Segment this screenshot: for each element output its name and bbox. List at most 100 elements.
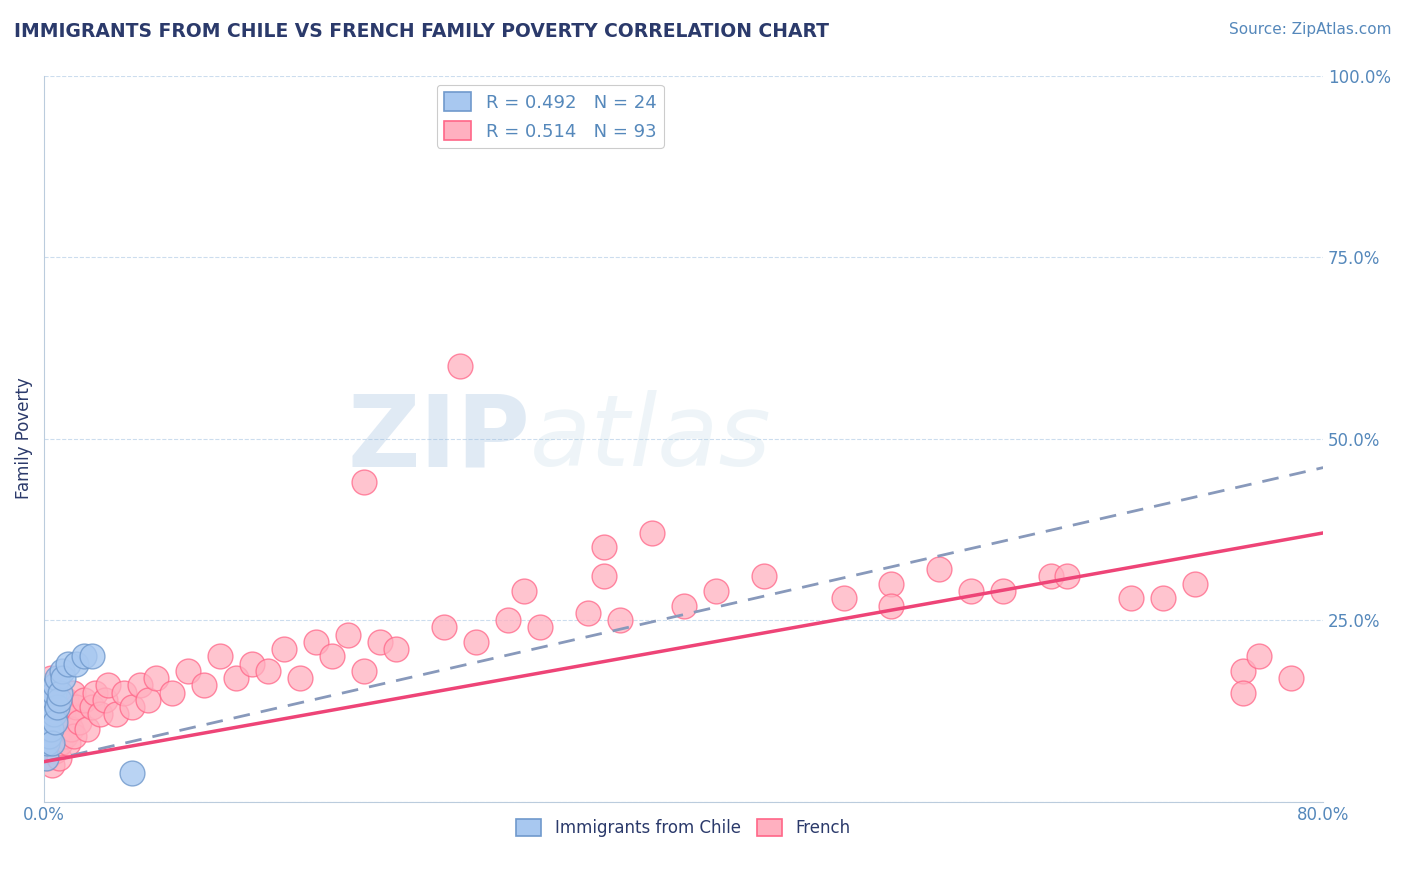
Point (42, 686, 65, 700)
Point (48, 693, 70, 707)
Point (80, 700, 103, 714)
Point (208, 649, 231, 664)
Point (41, 758, 63, 772)
Point (1232, 686, 1254, 700)
Point (38, 729, 60, 743)
Point (49, 693, 72, 707)
Point (37, 737, 59, 751)
Point (928, 562, 950, 576)
Point (353, 664, 375, 678)
Point (38, 714, 60, 729)
Point (609, 613, 631, 627)
Point (672, 599, 695, 613)
Point (63, 729, 86, 743)
Point (880, 576, 903, 591)
Point (880, 599, 903, 613)
Point (1232, 664, 1254, 678)
Point (129, 678, 152, 692)
Point (513, 584, 536, 599)
Point (49, 737, 72, 751)
Point (38, 678, 60, 692)
Point (67, 714, 90, 729)
Point (121, 765, 143, 780)
Point (59, 707, 82, 722)
Point (433, 620, 456, 634)
Point (960, 584, 983, 599)
Point (73, 693, 96, 707)
Point (305, 635, 328, 649)
Point (65, 657, 87, 671)
Point (84, 686, 107, 700)
Point (60, 722, 83, 736)
Point (39, 671, 62, 685)
Point (45, 700, 67, 714)
Point (1249, 649, 1271, 664)
Text: ZIP: ZIP (347, 390, 530, 487)
Point (193, 678, 215, 692)
Point (56, 737, 79, 751)
Point (39, 707, 62, 722)
Point (121, 700, 143, 714)
Point (55, 693, 77, 707)
Point (42, 707, 65, 722)
Point (44, 707, 66, 722)
Point (576, 606, 599, 620)
Point (94, 693, 117, 707)
Point (160, 686, 183, 700)
Point (993, 584, 1015, 599)
Point (336, 627, 359, 641)
Point (39, 737, 62, 751)
Point (257, 664, 280, 678)
Point (44, 744, 66, 758)
Point (48, 714, 70, 729)
Point (49, 686, 72, 700)
Point (48, 751, 70, 765)
Point (41, 729, 63, 743)
Point (1121, 591, 1143, 606)
Point (529, 620, 551, 634)
Point (37, 686, 59, 700)
Point (1279, 671, 1302, 685)
Point (44, 714, 66, 729)
Point (640, 525, 662, 540)
Point (38, 707, 60, 722)
Point (321, 649, 343, 664)
Point (704, 584, 727, 599)
Point (53, 729, 76, 743)
Text: atlas: atlas (530, 390, 772, 487)
Text: IMMIGRANTS FROM CHILE VS FRENCH FAMILY POVERTY CORRELATION CHART: IMMIGRANTS FROM CHILE VS FRENCH FAMILY P… (14, 22, 830, 41)
Point (45, 671, 67, 685)
Point (39, 722, 62, 736)
Point (42, 700, 65, 714)
Point (592, 569, 614, 583)
Point (592, 541, 614, 555)
Point (65, 700, 87, 714)
Point (37, 751, 59, 765)
Point (80, 649, 103, 664)
Point (105, 707, 128, 722)
Point (52, 707, 75, 722)
Point (42, 737, 65, 751)
Point (51, 664, 73, 678)
Point (273, 642, 295, 657)
Point (832, 591, 855, 606)
Y-axis label: Family Poverty: Family Poverty (15, 377, 32, 500)
Point (449, 359, 471, 373)
Point (44, 678, 66, 692)
Point (37, 722, 59, 736)
Point (97, 678, 120, 692)
Point (225, 671, 247, 685)
Point (385, 642, 408, 657)
Point (62, 686, 84, 700)
Point (35, 707, 58, 722)
Point (41, 737, 63, 751)
Legend: Immigrants from Chile, French: Immigrants from Chile, French (510, 813, 858, 844)
Point (73, 649, 96, 664)
Point (752, 569, 775, 583)
Point (35, 751, 58, 765)
Point (464, 635, 486, 649)
Point (496, 613, 519, 627)
Point (1056, 569, 1078, 583)
Point (112, 686, 135, 700)
Point (1040, 569, 1063, 583)
